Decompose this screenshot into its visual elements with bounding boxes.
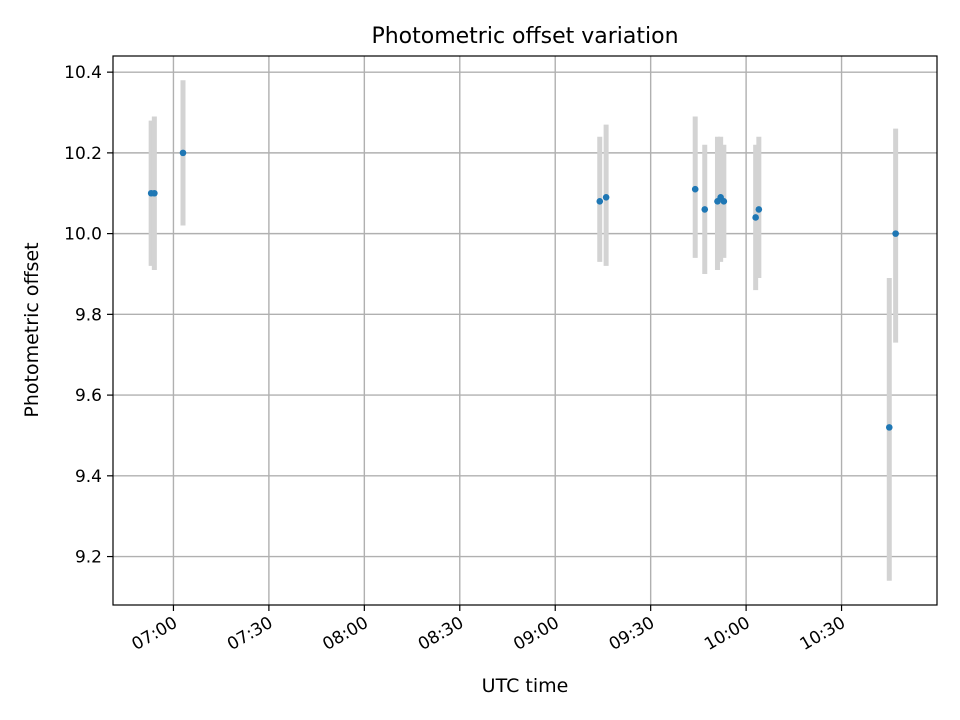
grid bbox=[113, 56, 937, 605]
data-point bbox=[691, 185, 699, 193]
data-point bbox=[701, 206, 709, 213]
chart-title: Photometric offset variation bbox=[371, 24, 678, 49]
y-tick-label: 9.6 bbox=[75, 386, 102, 406]
data-point bbox=[151, 189, 158, 197]
data-point bbox=[892, 230, 899, 237]
y-tick-label: 9.4 bbox=[75, 467, 102, 487]
x-axis-label: UTC time bbox=[482, 675, 569, 697]
data-points bbox=[147, 149, 899, 431]
data-point bbox=[885, 424, 893, 431]
data-point bbox=[596, 198, 604, 205]
data-point bbox=[720, 198, 728, 205]
y-tick-label: 10.0 bbox=[64, 225, 102, 245]
y-tick-label: 9.2 bbox=[75, 548, 102, 568]
y-tick-label: 10.4 bbox=[64, 63, 102, 83]
data-point bbox=[752, 214, 759, 221]
data-point bbox=[755, 206, 763, 213]
data-point bbox=[179, 149, 187, 157]
plot-frame bbox=[112, 55, 938, 606]
y-tick-label: 9.8 bbox=[75, 305, 102, 325]
data-point bbox=[602, 193, 610, 201]
y-axis: 9.2 9.4 9.6 9.8 10.0 10.2 10.4 bbox=[64, 63, 113, 568]
y-tick-label: 10.2 bbox=[64, 144, 102, 164]
y-axis-label: Photometric offset bbox=[21, 242, 43, 417]
